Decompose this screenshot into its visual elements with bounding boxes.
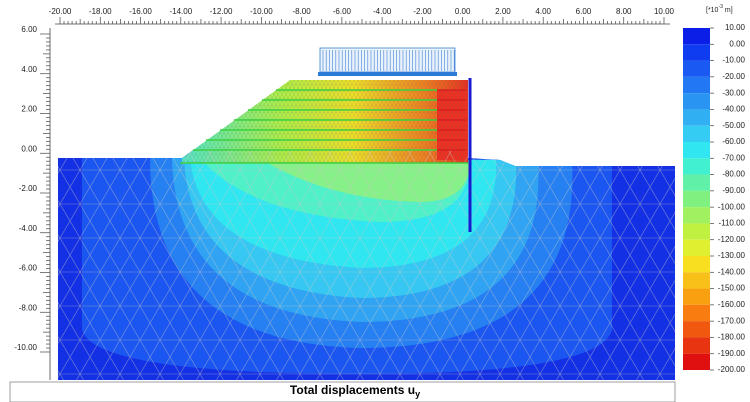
legend-swatch xyxy=(683,125,710,142)
legend-swatch xyxy=(683,93,710,110)
x-tick-label: 4.00 xyxy=(535,7,551,16)
legend-swatch xyxy=(683,256,710,273)
legend-swatch xyxy=(683,304,710,322)
y-tick-label: -2.00 xyxy=(19,184,38,193)
unit-exp: -3 xyxy=(718,4,723,10)
legend-swatch xyxy=(683,190,710,208)
legend-swatch xyxy=(683,207,710,224)
legend-swatch xyxy=(683,109,710,126)
legend-label: -80.00 xyxy=(722,170,745,179)
legend-label: -90.00 xyxy=(722,186,745,195)
x-tick-label: -10.00 xyxy=(250,7,273,16)
legend-label: -10.00 xyxy=(722,56,745,65)
legend-label: -200.00 xyxy=(718,365,746,374)
x-tick-label: 2.00 xyxy=(495,7,511,16)
legend-swatch xyxy=(683,60,710,77)
load-bar xyxy=(318,72,457,76)
title-bar xyxy=(9,381,676,402)
legend-label: -170.00 xyxy=(718,316,746,325)
legend-label: -110.00 xyxy=(718,219,745,228)
plot-title: Total displacements uy xyxy=(290,383,420,399)
legend-swatch xyxy=(683,272,710,289)
legend-label: -20.00 xyxy=(722,72,745,81)
legend-swatch xyxy=(683,174,710,191)
title-text: Total displacements u xyxy=(290,383,415,397)
x-tick-label: -20.00 xyxy=(49,7,72,16)
unit-base: [*10 xyxy=(706,7,719,14)
legend-swatch xyxy=(683,158,710,175)
legend-swatch xyxy=(683,353,710,370)
legend-swatch xyxy=(683,44,710,61)
legend-swatch xyxy=(683,142,710,159)
legend-label: -60.00 xyxy=(722,137,745,146)
legend-label: -160.00 xyxy=(718,300,746,309)
x-tick-label: -8.00 xyxy=(292,7,311,16)
legend-label: 0.00 xyxy=(729,39,745,48)
contours xyxy=(58,80,675,380)
x-tick-label: -4.00 xyxy=(373,7,392,16)
legend-label: -190.00 xyxy=(718,349,746,358)
legend: [*10-3 m] 10.00 0.00 -10.00 -20.00 -30.00 -40… xyxy=(683,4,746,374)
legend-swatch xyxy=(683,321,710,338)
x-tick-label: -14.00 xyxy=(169,7,192,16)
ruler-ticks: -20.00 -18.00 -16.00 -14.00 -12.00 -10.00 -8.0… xyxy=(14,7,675,353)
distributed-load xyxy=(318,47,457,76)
legend-label: -50.00 xyxy=(722,121,745,130)
legend-swatch xyxy=(683,28,710,45)
geogrids xyxy=(180,89,468,164)
legend-swatch xyxy=(683,337,710,354)
y-tick-label: -8.00 xyxy=(19,303,38,312)
legend-label: -30.00 xyxy=(722,88,745,97)
legend-label: -70.00 xyxy=(722,153,745,162)
x-tick-label: 0.00 xyxy=(455,7,471,16)
x-tick-label: 8.00 xyxy=(616,7,632,16)
x-tick-label: -12.00 xyxy=(210,7,233,16)
legend-label: -180.00 xyxy=(718,333,746,342)
x-tick-label: -16.00 xyxy=(129,7,152,16)
title-sub: y xyxy=(415,389,420,399)
y-tick-label: -6.00 xyxy=(19,264,38,273)
legend-label: -140.00 xyxy=(718,267,746,276)
legend-label: -130.00 xyxy=(718,251,746,260)
legend-swatch xyxy=(683,223,710,240)
x-tick-label: -6.00 xyxy=(333,7,352,16)
y-tick-label: 0.00 xyxy=(21,144,37,153)
y-tick-label: 4.00 xyxy=(21,65,37,74)
legend-label: -100.00 xyxy=(718,202,746,211)
unit-rest: m] xyxy=(723,7,733,14)
y-tick-label: -10.00 xyxy=(14,343,37,352)
y-tick-label: 2.00 xyxy=(21,105,37,114)
x-tick-label: -2.00 xyxy=(413,7,432,16)
y-tick-label: -4.00 xyxy=(19,224,38,233)
legend-swatch xyxy=(683,288,710,305)
y-tick-label: 6.00 xyxy=(21,25,37,34)
legend-swatch xyxy=(683,76,710,94)
legend-unit: [*10-3 m] xyxy=(706,4,733,14)
mesh xyxy=(58,150,675,380)
legend-label: -40.00 xyxy=(722,105,745,114)
geogrid-end xyxy=(437,89,466,151)
x-tick-label: 10.00 xyxy=(654,7,675,16)
legend-label: -120.00 xyxy=(718,235,746,244)
legend-label: -150.00 xyxy=(718,284,746,293)
x-tick-label: 6.00 xyxy=(576,7,592,16)
legend-swatch xyxy=(683,239,710,256)
x-tick-label: -18.00 xyxy=(89,7,112,16)
load-arrows xyxy=(322,50,455,71)
legend-label: 10.00 xyxy=(725,23,746,32)
